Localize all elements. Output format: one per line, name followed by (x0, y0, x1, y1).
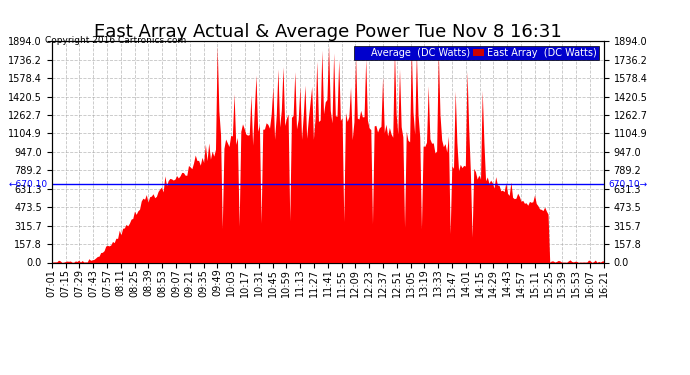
Text: ←670.10: ←670.10 (8, 180, 48, 189)
Text: Copyright 2016 Cartronics.com: Copyright 2016 Cartronics.com (45, 36, 186, 45)
Title: East Array Actual & Average Power Tue Nov 8 16:31: East Array Actual & Average Power Tue No… (94, 23, 562, 41)
Text: 670.10→: 670.10→ (608, 180, 647, 189)
Legend: Average  (DC Watts), East Array  (DC Watts): Average (DC Watts), East Array (DC Watts… (354, 46, 599, 60)
